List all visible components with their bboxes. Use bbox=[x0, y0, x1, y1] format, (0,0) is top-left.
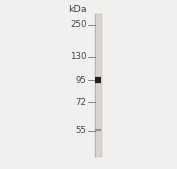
Text: 95: 95 bbox=[76, 76, 87, 85]
Text: 130: 130 bbox=[70, 52, 87, 61]
Text: 72: 72 bbox=[76, 98, 87, 107]
Text: 250: 250 bbox=[70, 20, 87, 29]
Text: 55: 55 bbox=[76, 126, 87, 136]
Text: kDa: kDa bbox=[68, 5, 87, 14]
FancyBboxPatch shape bbox=[95, 14, 102, 157]
